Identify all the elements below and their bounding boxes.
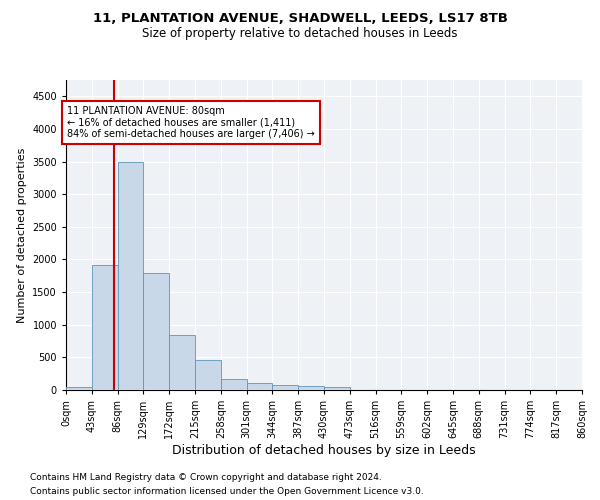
Bar	[92, 264, 118, 390]
Y-axis label: Number of detached properties: Number of detached properties	[17, 148, 26, 322]
Bar	[298, 386, 324, 390]
Bar	[169, 335, 195, 390]
Bar	[66, 386, 92, 390]
Bar	[247, 384, 272, 390]
Bar	[324, 388, 350, 390]
Text: Size of property relative to detached houses in Leeds: Size of property relative to detached ho…	[142, 28, 458, 40]
Bar	[118, 162, 143, 390]
Bar	[272, 386, 298, 390]
Text: Contains HM Land Registry data © Crown copyright and database right 2024.: Contains HM Land Registry data © Crown c…	[30, 472, 382, 482]
Bar	[143, 273, 169, 390]
Text: Contains public sector information licensed under the Open Government Licence v3: Contains public sector information licen…	[30, 488, 424, 496]
Bar	[195, 360, 221, 390]
X-axis label: Distribution of detached houses by size in Leeds: Distribution of detached houses by size …	[172, 444, 476, 457]
Text: 11, PLANTATION AVENUE, SHADWELL, LEEDS, LS17 8TB: 11, PLANTATION AVENUE, SHADWELL, LEEDS, …	[92, 12, 508, 26]
Bar	[221, 379, 247, 390]
Text: 11 PLANTATION AVENUE: 80sqm
← 16% of detached houses are smaller (1,411)
84% of : 11 PLANTATION AVENUE: 80sqm ← 16% of det…	[67, 106, 315, 140]
